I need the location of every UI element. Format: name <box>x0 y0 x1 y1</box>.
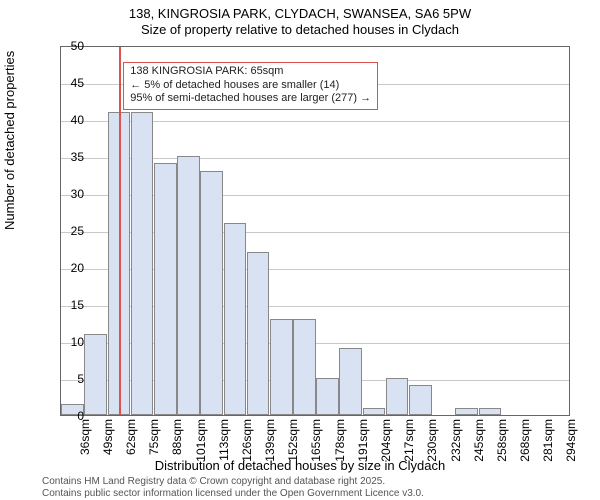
histogram-bar <box>177 156 200 415</box>
chart-title-block: 138, KINGROSIA PARK, CLYDACH, SWANSEA, S… <box>0 0 600 39</box>
footer-line-2: Contains public sector information licen… <box>42 488 424 500</box>
y-tick-label: 15 <box>56 298 84 312</box>
x-tick-label: 113sqm <box>217 419 231 463</box>
histogram-bar <box>386 378 409 415</box>
histogram-bar <box>316 378 339 415</box>
footer-attribution: Contains HM Land Registry data © Crown c… <box>42 476 424 499</box>
x-tick-label: 294sqm <box>564 419 578 463</box>
histogram-bar <box>131 112 154 415</box>
x-tick-label: 230sqm <box>425 419 439 463</box>
x-tick-label: 232sqm <box>449 419 463 463</box>
y-tick-label: 45 <box>56 76 84 90</box>
x-tick-label: 49sqm <box>101 419 115 463</box>
x-tick-label: 268sqm <box>518 419 532 463</box>
x-tick-label: 62sqm <box>124 419 138 463</box>
y-axis-label: Number of detached properties <box>2 51 17 230</box>
x-tick-label: 204sqm <box>379 419 393 463</box>
x-tick-label: 152sqm <box>286 419 300 463</box>
x-tick-label: 126sqm <box>240 419 254 463</box>
annotation-box: 138 KINGROSIA PARK: 65sqm← 5% of detache… <box>123 62 378 110</box>
x-tick-label: 165sqm <box>309 419 323 463</box>
chart-area: 138 KINGROSIA PARK: 65sqm← 5% of detache… <box>60 46 570 416</box>
histogram-bar <box>200 171 223 415</box>
y-tick-label: 30 <box>56 187 84 201</box>
histogram-bar <box>479 408 502 415</box>
x-tick-label: 258sqm <box>495 419 509 463</box>
histogram-bar <box>409 385 432 415</box>
y-tick-label: 5 <box>56 372 84 386</box>
x-tick-label: 178sqm <box>333 419 347 463</box>
y-tick-label: 50 <box>56 39 84 53</box>
x-tick-label: 36sqm <box>78 419 92 463</box>
histogram-bar <box>154 163 177 415</box>
y-tick-label: 10 <box>56 335 84 349</box>
x-tick-label: 245sqm <box>472 419 486 463</box>
y-tick-label: 35 <box>56 150 84 164</box>
y-tick-label: 20 <box>56 261 84 275</box>
x-tick-label: 101sqm <box>194 419 208 463</box>
annotation-line: 95% of semi-detached houses are larger (… <box>130 92 371 106</box>
footer-line-1: Contains HM Land Registry data © Crown c… <box>42 476 424 488</box>
annotation-line: ← 5% of detached houses are smaller (14) <box>130 79 371 93</box>
x-tick-label: 281sqm <box>541 419 555 463</box>
chart-title-sub: Size of property relative to detached ho… <box>0 22 600 38</box>
annotation-line: 138 KINGROSIA PARK: 65sqm <box>130 65 371 79</box>
reference-line <box>119 47 121 415</box>
y-tick-label: 40 <box>56 113 84 127</box>
histogram-bar <box>247 252 270 415</box>
histogram-bar <box>270 319 293 415</box>
x-tick-label: 191sqm <box>356 419 370 463</box>
histogram-bar <box>224 223 247 415</box>
plot-region: 138 KINGROSIA PARK: 65sqm← 5% of detache… <box>60 46 570 416</box>
x-tick-label: 88sqm <box>170 419 184 463</box>
chart-title-main: 138, KINGROSIA PARK, CLYDACH, SWANSEA, S… <box>0 6 600 22</box>
x-tick-label: 217sqm <box>402 419 416 463</box>
histogram-bar <box>293 319 316 415</box>
x-tick-label: 139sqm <box>263 419 277 463</box>
histogram-bar <box>363 408 386 415</box>
x-tick-label: 75sqm <box>147 419 161 463</box>
histogram-bar <box>339 348 362 415</box>
histogram-bar <box>84 334 107 415</box>
histogram-bar <box>455 408 478 415</box>
y-tick-label: 25 <box>56 224 84 238</box>
